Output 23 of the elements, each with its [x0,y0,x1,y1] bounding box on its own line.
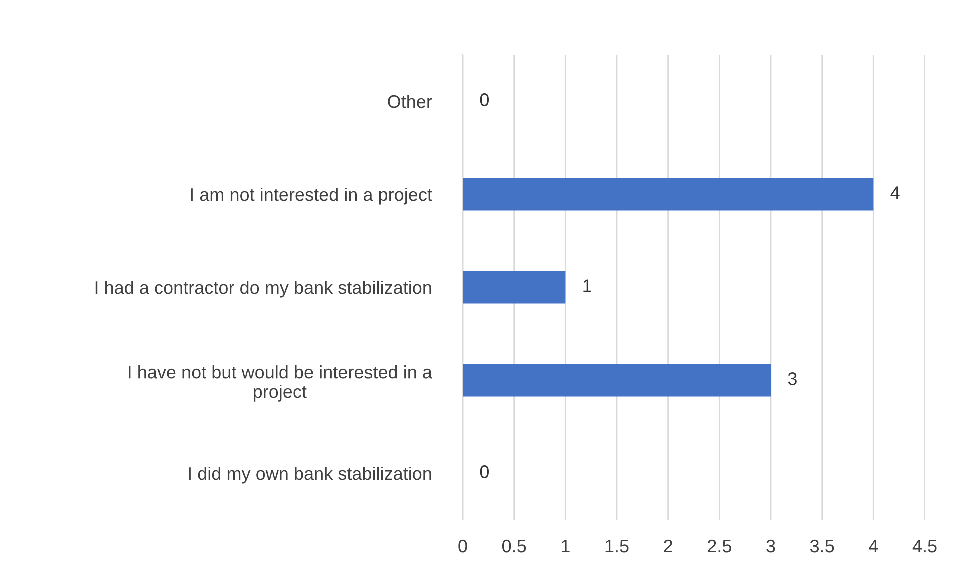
y-tick-label: I did my own bank stabilization [189,466,432,484]
bar [463,271,566,304]
x-tick-label: 2 [664,540,672,553]
x-tick-label: 1.5 [606,540,629,553]
y-tick-label: I am not interested in a project [191,188,432,205]
x-tick-label: 0.5 [502,540,526,553]
x-tick-label: 0 [458,540,468,553]
data-label: 0 [480,94,489,106]
x-tick-label: 3 [766,540,776,553]
x-tick-label: 4.5 [912,540,937,553]
x-tick-label: 1 [562,540,570,553]
data-label: 0 [480,466,489,478]
x-tick-label: 2.5 [708,540,732,553]
bar [463,364,771,397]
data-label: 3 [788,372,797,386]
y-tick-label: Other [388,94,432,108]
x-tick-label: 4 [869,540,878,553]
data-label: 1 [584,280,592,292]
y-tick-label: I have not but would be interested in a project [128,366,432,402]
x-tick-label: 3.5 [810,540,834,553]
y-tick-label: I had a contractor do my bank stabilization [96,280,432,298]
data-label: 4 [890,186,900,200]
bar [463,178,874,211]
